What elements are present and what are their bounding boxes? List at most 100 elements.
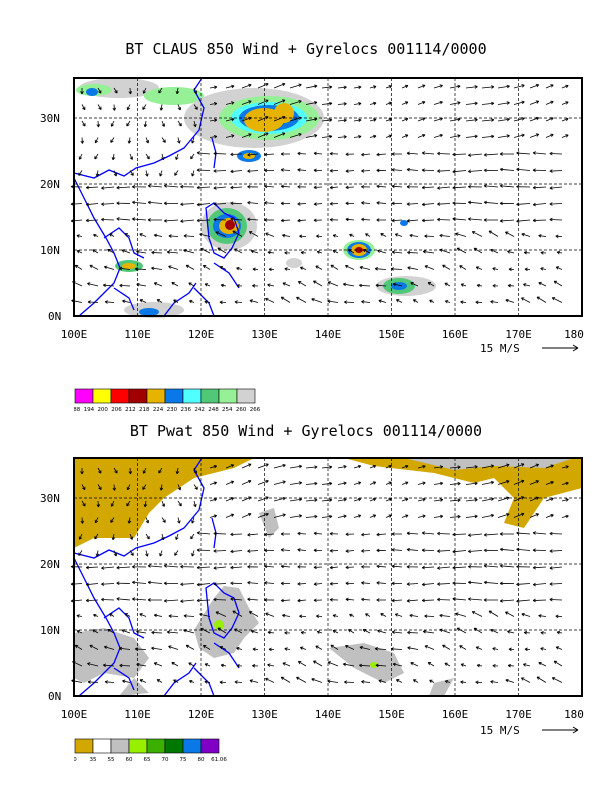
wind-vector-arrow xyxy=(159,104,164,111)
panel2-lon-120e: 120E xyxy=(188,708,215,720)
wind-vector-arrow xyxy=(247,580,259,585)
wind-vector-arrow xyxy=(437,151,451,156)
wind-vector-arrow xyxy=(424,614,435,618)
wind-vector-arrow xyxy=(358,663,371,668)
colorbar-swatch xyxy=(74,388,94,404)
wind-vector-arrow xyxy=(81,104,86,111)
wind-vector-arrow xyxy=(299,266,307,270)
wind-vector-arrow xyxy=(433,481,444,486)
wind-vector-arrow xyxy=(369,118,377,122)
wind-vector-arrow xyxy=(180,582,195,587)
wind-vector-arrow xyxy=(297,598,307,603)
wind-vector-arrow xyxy=(151,266,163,271)
wind-vector-arrow xyxy=(549,597,563,602)
panel2-map: 30N 20N 10N 0N 100E 110E 120E 130E 140E … xyxy=(40,457,584,720)
wind-vector-arrow xyxy=(132,580,147,585)
wind-vector-arrow xyxy=(104,300,115,304)
wind-vector-arrow xyxy=(193,500,197,508)
wind-vector-arrow xyxy=(191,137,195,144)
wind-vector-arrow xyxy=(523,663,531,667)
wind-vector-arrow xyxy=(94,533,99,540)
wind-vector-arrow xyxy=(265,677,275,683)
wind-vector-arrow xyxy=(305,465,318,469)
wind-vector-arrow xyxy=(439,613,451,618)
wind-vector-arrow xyxy=(529,463,539,469)
wind-vector-arrow xyxy=(97,87,102,94)
wind-vector-arrow xyxy=(444,680,451,684)
wind-vector-arrow xyxy=(193,467,198,474)
wind-vector-arrow xyxy=(299,614,307,619)
wind-vector-arrow xyxy=(273,115,286,122)
wind-vector-arrow xyxy=(471,611,483,617)
wind-vector-arrow xyxy=(80,517,85,524)
wind-vector-arrow xyxy=(173,299,179,303)
wind-vector-arrow xyxy=(103,265,115,270)
wind-vector-arrow xyxy=(433,498,444,502)
wind-vector-arrow xyxy=(78,533,83,540)
wind-vector-arrow xyxy=(241,512,252,518)
colorbar-swatch xyxy=(200,738,220,754)
wind-vector-arrow xyxy=(139,233,147,237)
wind-vector-arrow xyxy=(433,117,443,122)
wind-vector-arrow xyxy=(521,612,531,617)
wind-vector-arrow xyxy=(153,282,163,287)
wind-vector-arrow xyxy=(497,496,510,502)
wind-vector-arrow xyxy=(391,598,403,603)
wind-vector-arrow xyxy=(284,267,291,271)
wind-vector-arrow xyxy=(284,631,291,635)
wind-vector-arrow xyxy=(406,531,419,536)
wind-vector-arrow xyxy=(475,646,483,650)
wind-vector-arrow xyxy=(202,645,211,650)
wind-vector-arrow xyxy=(313,218,323,223)
wind-vector-arrow xyxy=(87,662,99,667)
wind-vector-arrow xyxy=(353,118,362,123)
wind-vector-arrow xyxy=(76,614,83,618)
wind-vector-arrow xyxy=(111,533,116,541)
wind-vector-arrow xyxy=(116,185,131,190)
wind-vector-arrow xyxy=(449,101,461,105)
wind-vector-arrow xyxy=(225,513,235,518)
wind-vector-arrow xyxy=(475,266,483,270)
wind-vector-arrow xyxy=(220,283,227,288)
wind-vector-arrow xyxy=(467,564,483,569)
wind-vector-arrow xyxy=(313,151,323,156)
wind-vector-arrow xyxy=(532,218,547,223)
wind-vector-arrow xyxy=(124,233,131,237)
wind-vector-arrow xyxy=(225,464,235,469)
wind-vector-arrow xyxy=(94,517,99,524)
wind-vector-arrow xyxy=(230,217,243,221)
wind-vector-arrow xyxy=(241,116,252,122)
panel2-pwat-shading xyxy=(74,458,582,696)
wind-vector-arrow xyxy=(507,630,515,634)
wind-vector-arrow xyxy=(452,581,467,585)
wind-vector-arrow xyxy=(252,663,259,668)
wind-vector-arrow xyxy=(516,582,531,587)
wind-vector-arrow xyxy=(556,250,563,255)
wind-vector-arrow xyxy=(532,185,547,190)
wind-vector-arrow xyxy=(499,152,515,156)
wind-vector-arrow xyxy=(337,102,347,106)
wind-vector-arrow xyxy=(452,565,467,570)
wind-vector-arrow xyxy=(459,265,467,270)
wind-vector-arrow xyxy=(161,500,166,507)
wind-vector-arrow xyxy=(183,628,195,634)
wind-vector-arrow xyxy=(163,201,179,206)
panel2-lat-0n: 0N xyxy=(48,690,61,703)
wind-vector-arrow xyxy=(460,300,467,304)
wind-vector-arrow xyxy=(549,531,563,536)
wind-vector-arrow xyxy=(392,662,403,667)
wind-vector-arrow xyxy=(119,646,131,651)
panel1-wind-vectors xyxy=(70,82,569,305)
wind-vector-arrow xyxy=(264,564,275,569)
wind-vector-arrow xyxy=(126,120,131,127)
wind-vector-arrow xyxy=(483,564,499,568)
wind-vector-arrow xyxy=(289,514,303,518)
wind-vector-arrow xyxy=(132,185,147,189)
wind-vector-arrow xyxy=(316,250,323,254)
wind-vector-arrow xyxy=(249,679,259,683)
wind-vector-arrow xyxy=(395,299,403,303)
panel1-lon-120e: 120E xyxy=(188,328,215,340)
wind-vector-arrow xyxy=(460,663,467,667)
wind-vector-arrow xyxy=(497,101,510,105)
wind-vector-arrow xyxy=(282,662,291,667)
